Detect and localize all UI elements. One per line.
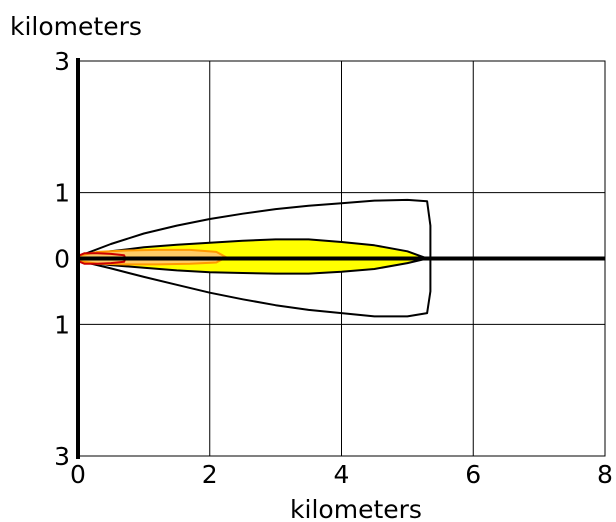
y-tick-label: 3 <box>54 47 70 76</box>
x-tick-label: 6 <box>465 460 481 489</box>
x-axis-label: kilometers <box>290 495 422 522</box>
x-tick-label: 0 <box>70 460 86 489</box>
x-tick-label: 2 <box>202 460 218 489</box>
x-tick-label: 8 <box>597 460 613 489</box>
y-tick-label: 1 <box>54 310 70 339</box>
y-tick-label: 0 <box>54 245 70 274</box>
y-axis-label: kilometers <box>10 12 142 41</box>
axes <box>76 58 605 459</box>
tick-labels: 0 2 4 6 8 3 1 0 1 3 <box>54 47 613 489</box>
x-tick-label: 4 <box>334 460 350 489</box>
y-tick-label: 1 <box>54 179 70 208</box>
y-tick-label: 3 <box>54 442 70 471</box>
zone-outline-1 <box>77 198 432 318</box>
